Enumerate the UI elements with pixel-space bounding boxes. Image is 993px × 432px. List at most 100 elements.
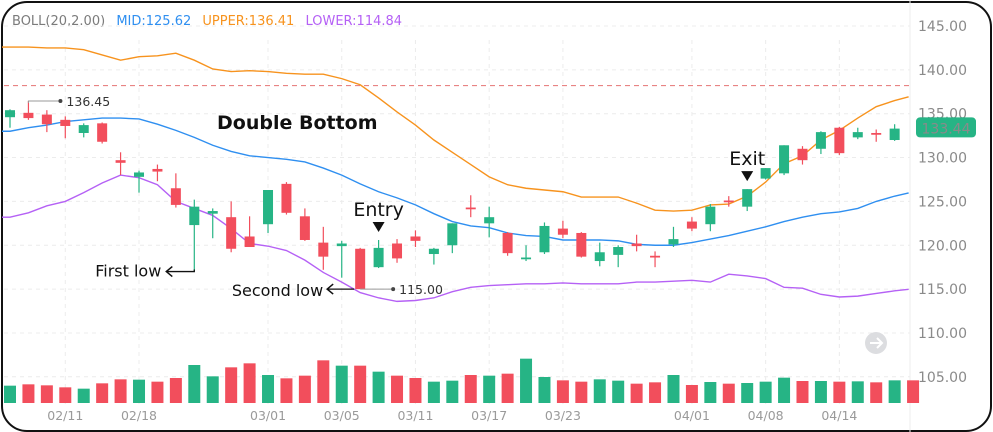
candle-body — [557, 228, 568, 235]
volume-bar — [649, 382, 662, 403]
candle[interactable] — [742, 189, 753, 212]
candle[interactable] — [115, 152, 126, 176]
volume-bar — [372, 371, 385, 403]
candle-body — [594, 252, 605, 262]
candle[interactable] — [465, 195, 476, 218]
last-price-badge — [916, 117, 976, 138]
candle[interactable] — [576, 232, 587, 258]
candle[interactable] — [5, 109, 15, 128]
volume-bar — [206, 376, 219, 403]
volume-bar — [114, 379, 127, 403]
candle[interactable] — [244, 216, 255, 248]
volume-bar — [796, 381, 809, 403]
volume-bar — [888, 380, 901, 403]
volume-bar — [77, 388, 90, 403]
candle-body — [686, 221, 697, 229]
candle[interactable] — [852, 127, 863, 140]
first-low-label: First low — [95, 262, 161, 281]
candle[interactable] — [594, 242, 605, 267]
candle[interactable] — [871, 129, 882, 142]
candle-body — [797, 148, 808, 161]
candle[interactable] — [889, 124, 900, 141]
arrow-left-icon — [165, 265, 173, 278]
candle[interactable] — [336, 240, 347, 278]
volume-bar — [151, 381, 164, 403]
candle-body — [263, 189, 274, 225]
candle-body — [613, 247, 624, 255]
y-tick-label: 115.00 — [918, 282, 967, 298]
candle[interactable] — [226, 201, 237, 253]
candle[interactable] — [189, 199, 200, 272]
volume-bar — [520, 358, 533, 403]
candle-body — [428, 248, 439, 255]
candle[interactable] — [723, 196, 734, 207]
candle[interactable] — [502, 232, 513, 256]
candle[interactable] — [23, 100, 34, 120]
volume-bar — [593, 379, 606, 403]
candle[interactable] — [815, 131, 826, 155]
candle[interactable] — [834, 126, 845, 155]
candle[interactable] — [686, 217, 697, 232]
candle[interactable] — [668, 226, 679, 248]
y-tick-label: 110.00 — [918, 326, 967, 342]
candle[interactable] — [797, 146, 808, 165]
candle[interactable] — [373, 239, 384, 269]
candle[interactable] — [263, 189, 274, 233]
candle[interactable] — [97, 122, 108, 144]
candle[interactable] — [447, 223, 458, 254]
candle[interactable] — [318, 226, 329, 270]
volume-bar — [556, 380, 569, 403]
boll-label: BOLL(20,2.00) — [12, 14, 106, 29]
candle-body — [281, 183, 292, 213]
candle[interactable] — [484, 206, 495, 238]
x-tick-label: 04/08 — [748, 408, 784, 423]
candle[interactable] — [705, 204, 716, 232]
candle-body — [521, 257, 532, 260]
candle[interactable] — [539, 222, 550, 255]
candle[interactable] — [557, 220, 568, 239]
candle[interactable] — [521, 245, 532, 262]
candle[interactable] — [134, 170, 145, 193]
candle[interactable] — [60, 116, 71, 139]
volume-bar — [870, 382, 883, 403]
candle[interactable] — [355, 247, 366, 290]
candle[interactable] — [760, 168, 771, 180]
volume-bar — [464, 375, 477, 403]
boll-upper-line — [2, 46, 909, 212]
candle[interactable] — [650, 251, 661, 268]
candle[interactable] — [410, 230, 421, 248]
candle[interactable] — [41, 110, 52, 133]
entry-label: Entry — [353, 199, 404, 221]
scroll-to-latest-button[interactable] — [865, 332, 887, 354]
candle-body — [834, 127, 845, 154]
candle[interactable] — [631, 234, 642, 252]
y-tick-label: 125.00 — [918, 194, 967, 210]
candle[interactable] — [779, 145, 790, 176]
candle-body — [631, 243, 642, 247]
y-tick-label: 140.00 — [918, 63, 967, 79]
candle[interactable] — [152, 164, 163, 182]
candle[interactable] — [392, 239, 403, 263]
volume-bar — [298, 375, 311, 403]
candle-body — [392, 243, 403, 259]
candle[interactable] — [428, 247, 439, 265]
candle-body — [815, 132, 826, 149]
candle[interactable] — [299, 208, 310, 241]
volume-bar — [262, 375, 275, 403]
candle[interactable] — [207, 208, 218, 239]
candle[interactable] — [613, 245, 624, 268]
volume-bar — [814, 381, 827, 403]
volume-bar — [722, 383, 735, 403]
x-tick-label: 03/05 — [324, 408, 360, 423]
candle-body — [97, 123, 108, 142]
arrow-right-icon — [870, 337, 884, 349]
candle-body — [23, 112, 34, 119]
candle[interactable] — [170, 173, 181, 208]
volume-bar — [59, 387, 72, 403]
volume-bar — [538, 377, 551, 403]
candle[interactable] — [281, 182, 292, 215]
candle-body — [410, 236, 421, 241]
candle[interactable] — [78, 123, 89, 138]
